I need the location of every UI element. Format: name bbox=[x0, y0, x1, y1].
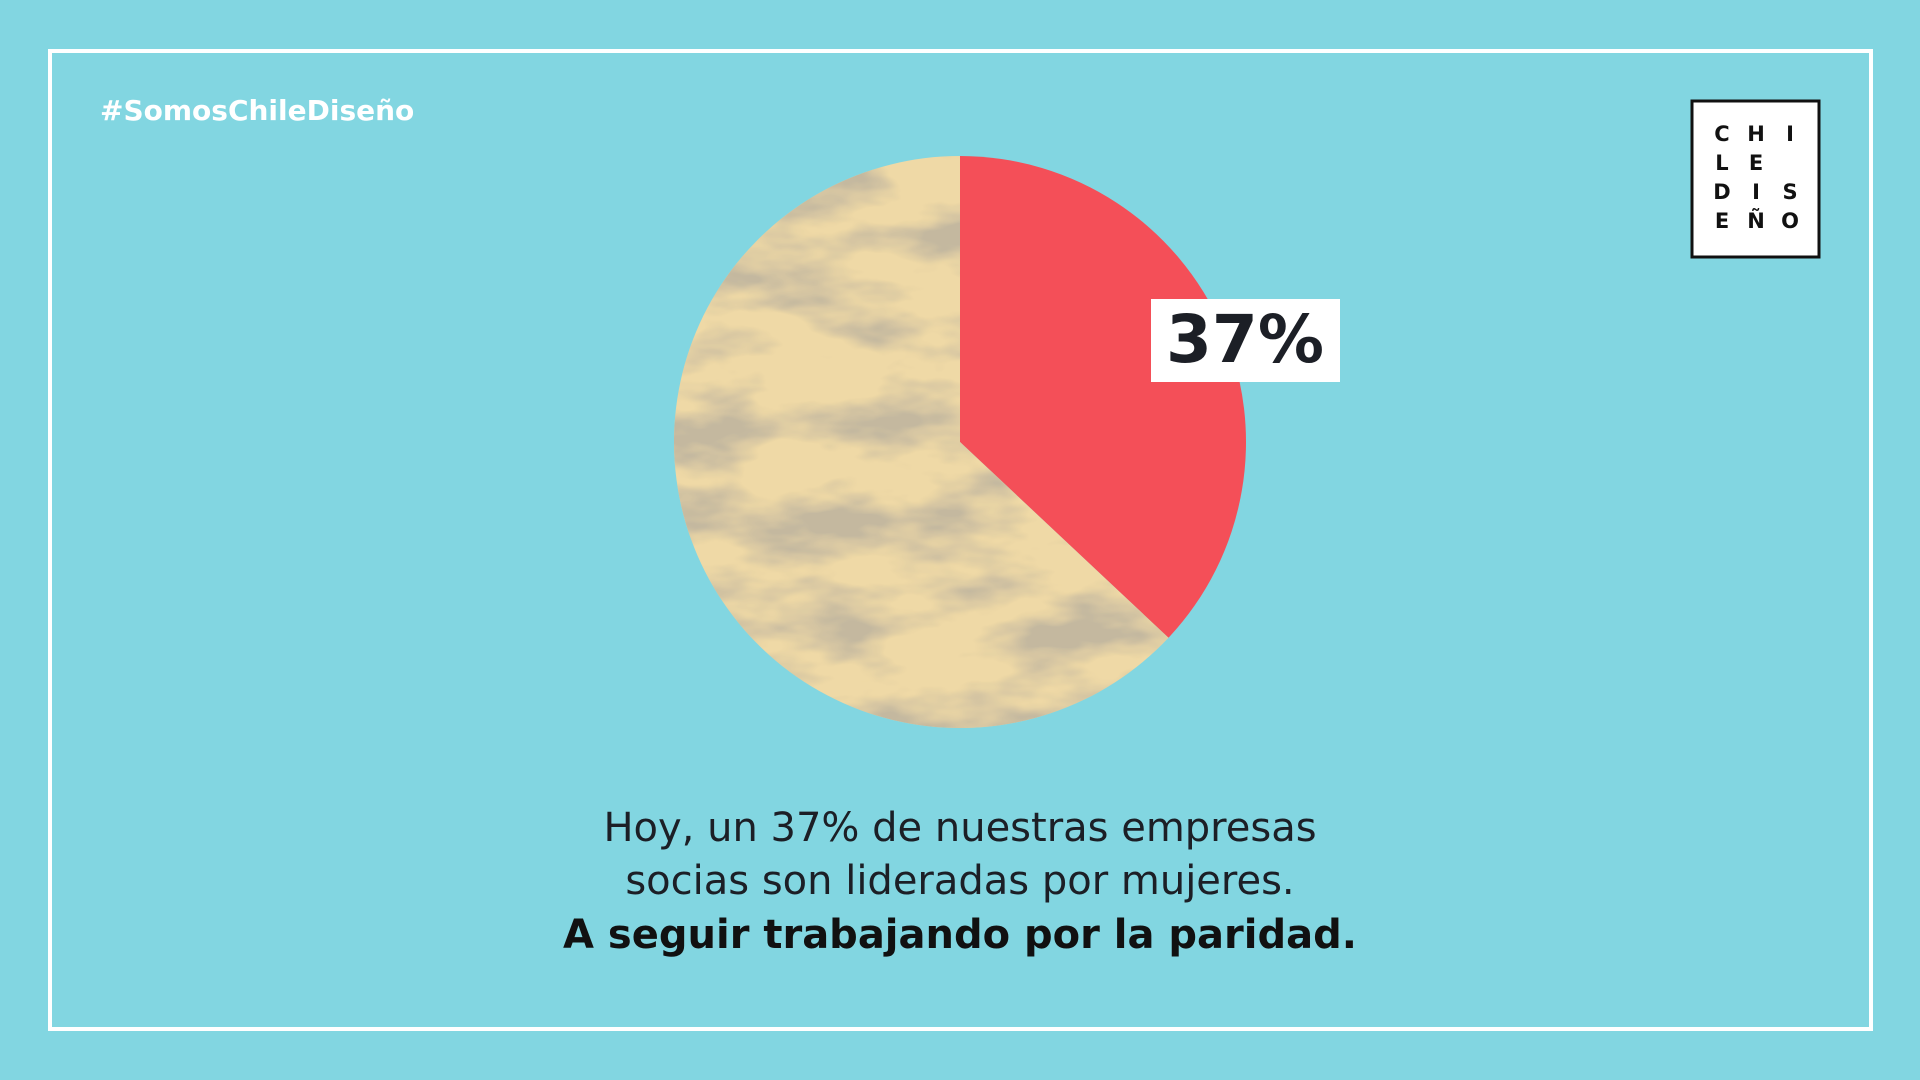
pie-slice bbox=[673, 156, 1169, 728]
logo-letter: C bbox=[1714, 122, 1729, 146]
pie: 37% bbox=[673, 156, 1340, 728]
value-label-box bbox=[1151, 299, 1340, 382]
logo-letter: L bbox=[1715, 151, 1728, 175]
caption-line: socias son lideradas por mujeres. bbox=[625, 858, 1294, 904]
logo-letter: E bbox=[1715, 209, 1729, 233]
caption-line: Hoy, un 37% de nuestras empresas bbox=[603, 805, 1316, 851]
logo: C H IL ED I SE Ñ O bbox=[1690, 99, 1821, 259]
logo-letter: I bbox=[1752, 180, 1760, 204]
logo-letter: I bbox=[1786, 122, 1794, 146]
logo-letter: Ñ bbox=[1747, 208, 1765, 233]
logo-letter: H bbox=[1747, 122, 1765, 146]
logo-box bbox=[1690, 99, 1821, 259]
logo-letter: O bbox=[1781, 209, 1799, 233]
hashtag: #SomosChileDiseño bbox=[100, 94, 414, 127]
value-label: 37% bbox=[1166, 301, 1324, 378]
logo-letter: S bbox=[1782, 180, 1797, 204]
pie-slice bbox=[960, 156, 1246, 638]
caption-emphasis: A seguir trabajando por la paridad. bbox=[563, 912, 1357, 958]
logo-letter: E bbox=[1749, 151, 1763, 175]
logo-letter: D bbox=[1713, 180, 1730, 204]
frame bbox=[48, 49, 1873, 1031]
